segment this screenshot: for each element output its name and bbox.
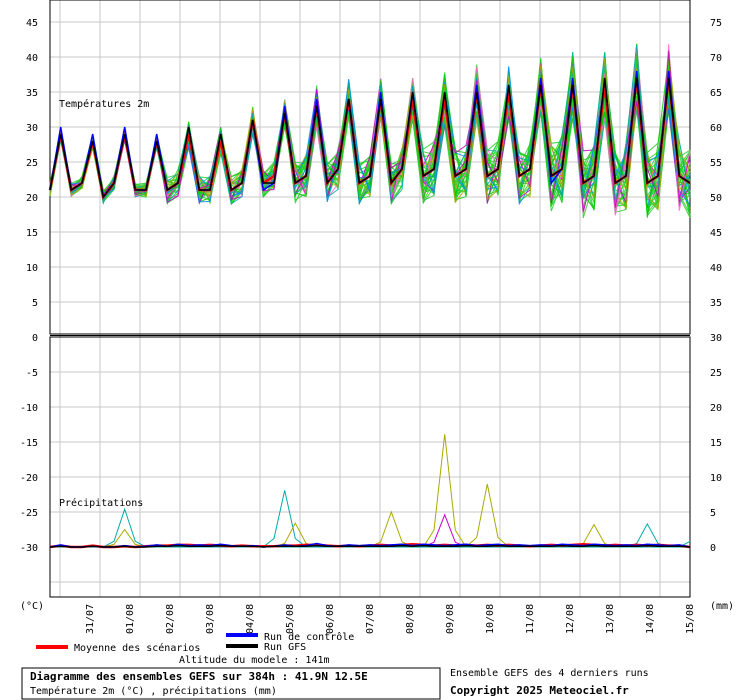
y-tick-right: 30 <box>710 333 722 344</box>
series-temperature-line <box>49 77 691 199</box>
y-tick-left: -5 <box>26 368 38 379</box>
ensemble-precipitation-line <box>50 522 690 548</box>
precipitation-panel-label: Précipitations <box>59 497 143 509</box>
x-tick-label: 15/08 <box>685 604 696 634</box>
y-tick-right: 15 <box>710 438 722 449</box>
legend: Run de contrôle Moyenne des scénarios Ru… <box>36 631 354 666</box>
x-tick-label: 12/08 <box>565 604 576 634</box>
y-tick-right: 5 <box>710 508 716 519</box>
grid-lines <box>49 0 691 598</box>
altitude-label: Altitude du modele : 141m <box>179 655 330 666</box>
y-tick-left: -25 <box>20 508 38 519</box>
y-tick-left: 5 <box>32 298 38 309</box>
x-tick-label: 02/08 <box>165 604 176 634</box>
x-tick-label: 05/08 <box>285 604 296 634</box>
y-tick-left: 30 <box>26 123 38 134</box>
x-tick-label: 01/08 <box>125 604 136 634</box>
y-tick-left: 40 <box>26 53 38 64</box>
y-tick-left: -30 <box>20 543 38 554</box>
copyright: Copyright 2025 Meteociel.fr <box>450 684 629 697</box>
y-tick-left: 20 <box>26 193 38 204</box>
x-tick-label: 08/08 <box>405 604 416 634</box>
precipitation-frame <box>49 336 691 598</box>
y-tick-right: 40 <box>710 263 722 274</box>
legend-label-mean: Moyenne des scénarios <box>74 642 200 654</box>
ensemble-members <box>49 43 691 548</box>
footer-subtitle: Température 2m (°C) , précipitations (mm… <box>30 685 277 697</box>
x-tick-label: 10/08 <box>485 604 496 634</box>
legend-label-gfs: Run GFS <box>264 642 306 653</box>
y-tick-right: 70 <box>710 53 722 64</box>
ensemble-precipitation-line <box>50 434 690 548</box>
footer-box <box>21 667 441 700</box>
series-precipitation-line <box>49 544 691 548</box>
y-tick-right: 20 <box>710 403 722 414</box>
y-tick-right: 0 <box>710 543 716 554</box>
ensemble-precipitation-line <box>50 483 690 548</box>
y-tick-right: 60 <box>710 123 722 134</box>
y-tick-right: 35 <box>710 298 722 309</box>
x-tick-label: 14/08 <box>645 604 656 634</box>
x-tick-label: 13/08 <box>605 604 616 634</box>
ensemble-note: Ensemble GEFS des 4 derniers runs <box>450 668 649 679</box>
y-tick-right: 25 <box>710 368 722 379</box>
y-tick-left: 0 <box>32 333 38 344</box>
x-tick-label: 11/08 <box>525 604 536 634</box>
y-tick-right: 75 <box>710 18 722 29</box>
y-tick-left: -20 <box>20 473 38 484</box>
y-tick-right: 65 <box>710 88 722 99</box>
main-series <box>48 70 691 549</box>
right-unit-label: (mm) <box>710 601 734 612</box>
x-tick-label: 31/07 <box>85 604 96 634</box>
y-tick-left: 15 <box>26 228 38 239</box>
footer-title: Diagramme des ensembles GEFS sur 384h : … <box>30 670 368 683</box>
legend-swatch-gfs <box>226 644 258 648</box>
left-unit-label: (°C) <box>20 601 44 612</box>
y-tick-right: 50 <box>710 193 722 204</box>
ensemble-precipitation-line <box>50 490 690 548</box>
y-tick-left: -15 <box>20 438 38 449</box>
y-tick-left: 25 <box>26 158 38 169</box>
legend-swatch-control <box>226 633 258 637</box>
ensemble-precipitation-line <box>50 507 690 548</box>
y-tick-left: -10 <box>20 403 38 414</box>
y-tick-right: 45 <box>710 228 722 239</box>
y-tick-right: 10 <box>710 473 722 484</box>
y-tick-left: 35 <box>26 88 38 99</box>
legend-label-control: Run de contrôle <box>264 631 354 643</box>
ensemble-precipitation-line <box>50 510 690 548</box>
x-tick-label: 04/08 <box>245 604 256 634</box>
y-tick-right: 55 <box>710 158 722 169</box>
y-tick-left: 10 <box>26 263 38 274</box>
x-tick-label: 07/08 <box>365 604 376 634</box>
y-tick-left: 45 <box>26 18 38 29</box>
x-tick-label: 06/08 <box>325 604 336 634</box>
x-tick-label: 03/08 <box>205 604 216 634</box>
temperature-panel-label: Températures 2m <box>59 98 149 110</box>
legend-swatch-mean <box>36 645 68 649</box>
x-tick-label: 09/08 <box>445 604 456 634</box>
ensemble-precipitation-line <box>50 513 690 548</box>
